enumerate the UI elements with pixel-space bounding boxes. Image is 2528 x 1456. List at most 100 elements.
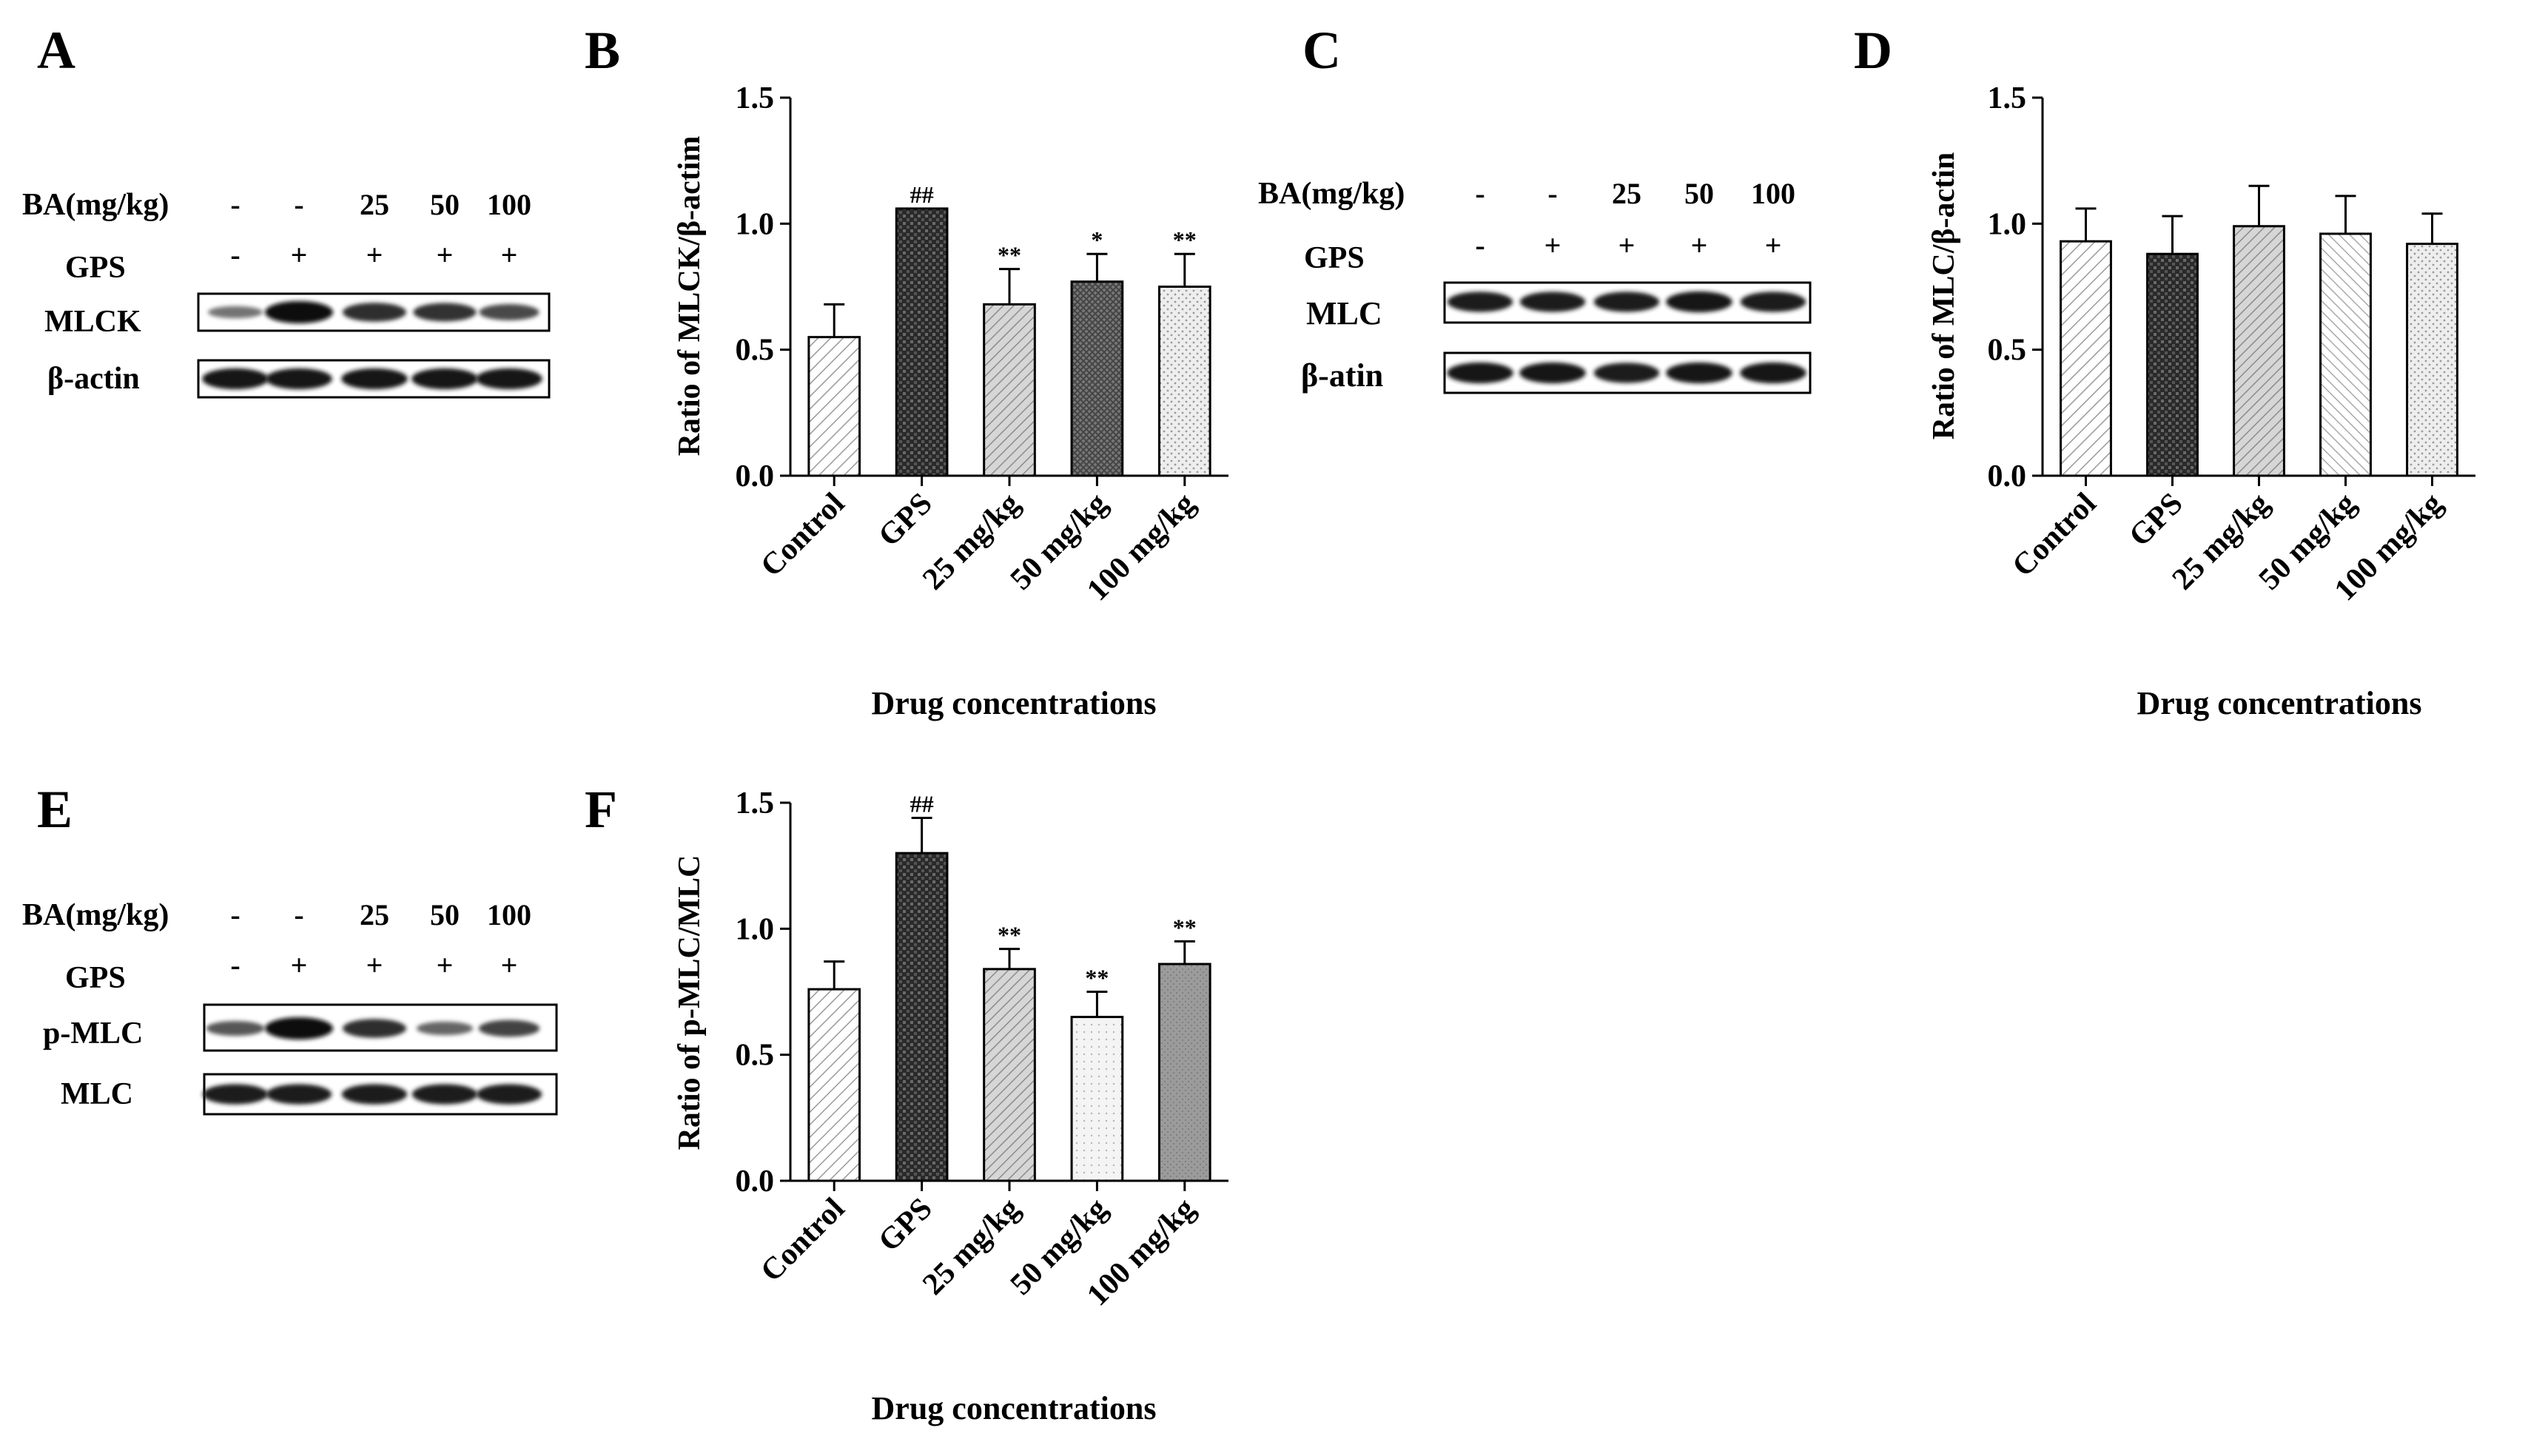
band-blot-c-bands-1-4 [1666,291,1732,313]
blot-a-bands-2 [202,368,542,390]
chart-f-annot-4: ** [1173,914,1197,940]
chart-d-yticks: 0.0 0.5 1.0 1.5 [1988,81,2027,493]
bar-gps [895,852,949,1182]
chart-f-annot-2: ** [998,922,1021,948]
band-blot-e-bands-1-4 [416,1021,474,1036]
chart-b-xticks: Control GPS 25 mg/kg 50 mg/kg 100 mg/kg [754,487,1202,608]
bar-50-mg-kg [2319,232,2372,477]
chart-f-xtick-1: GPS [872,1192,938,1258]
blot-c-ba-lane-3: 25 [1612,177,1641,210]
blot-e-ba-lane-4: 50 [430,898,460,931]
bar-25-mg-kg [2233,225,2285,477]
chart-d: D Ratio of MLC/β-actin Drug concentratio… [1854,21,2475,721]
band-blot-a-bands-1-2 [265,301,333,323]
blot-c-bands-2 [1447,362,1806,384]
band-blot-a-bands-1-4 [413,303,477,322]
chart-f-xlabel: Drug concentrations [872,1390,1157,1426]
blot-c-ba-lane-2: - [1547,177,1557,210]
chart-b-ytick-0: 0.0 [736,459,775,493]
chart-b-xtick-2: 25 mg/kg [916,487,1026,597]
band-blot-e-bands-2-4 [411,1084,478,1105]
chart-f-ytick-1: 0.5 [736,1039,775,1073]
blot-a-band-label-1: MLCK [44,305,141,339]
band-blot-e-bands-2-5 [476,1084,542,1105]
bar-gps [895,207,949,477]
chart-d-xlabel: Drug concentrations [2137,685,2422,721]
blot-a-row-label-ba: BA(mg/kg) [22,188,169,222]
blot-e-gps-lane-3: + [366,948,383,982]
blot-e-ba-lane-2: - [294,898,303,931]
chart-d-ytick-3: 1.5 [1988,81,2027,115]
blot-a-row-label-gps: GPS [65,251,126,285]
band-blot-e-bands-1-5 [478,1019,540,1037]
blot-c-row-label-ba: BA(mg/kg) [1258,177,1405,211]
blot-c-gps-lane-1: - [1475,229,1485,262]
bar-25-mg-kg [983,303,1036,477]
blot-e-band-label-1: p-MLC [43,1017,143,1051]
blot-a-gps-lane-4: + [437,238,454,272]
chart-d-plot [2032,96,2475,486]
chart-d-ylabel: Ratio of MLC/β-actin [1927,152,1961,439]
blot-e-lane-values: - - 25 50 100 - + + + + [230,898,531,982]
blot-e-ba-lane-5: 100 [487,898,531,931]
blot-e-bands-1 [206,1017,540,1039]
chart-f-ytick-0: 0.0 [736,1165,775,1199]
chart-f-xtick-2: 25 mg/kg [916,1192,1026,1302]
band-blot-a-bands-2-4 [411,368,478,390]
bar-100-mg-kg [1157,286,1211,477]
chart-f-annot-1: ## [910,790,934,817]
chart-d-xticks: Control GPS 25 mg/kg 50 mg/kg 100 mg/kg [2006,487,2450,608]
band-blot-a-bands-2-1 [202,368,269,390]
band-blot-c-bands-1-2 [1519,291,1586,312]
chart-d-xtick-0: Control [2006,487,2103,584]
chart-b-ytick-3: 1.5 [736,81,775,115]
blot-e-ba-lane-3: 25 [360,898,389,931]
band-blot-c-bands-2-2 [1519,362,1586,384]
band-blot-a-bands-1-3 [343,303,406,322]
blot-a-band-label-2: β-actin [47,362,140,396]
chart-b-ytick-1: 0.5 [736,334,775,368]
band-blot-e-bands-1-3 [343,1019,406,1038]
blot-e-gps-lane-1: - [230,948,240,982]
blot-e-gps-lane-4: + [437,948,454,982]
chart-f-ylabel: Ratio of p-MLC/MLC [673,855,707,1150]
chart-d-ytick-2: 1.0 [1988,207,2027,241]
chart-b-annot-2: ** [998,242,1021,269]
blot-c-band-label-2: β-atin [1301,357,1383,394]
band-blot-e-bands-1-2 [265,1017,333,1039]
chart-d-xtick-1: GPS [2122,487,2189,553]
chart-f-xticks: Control GPS 25 mg/kg 50 mg/kg 100 mg/kg [754,1192,1202,1313]
panel-label-f: F [585,780,617,839]
chart-f: F Ratio of p-MLC/MLC Drug concentrations… [585,780,1228,1426]
blot-e-gps-lane-5: + [501,948,518,982]
panel-label-d: D [1854,21,1892,80]
blot-a-ba-lane-5: 100 [487,188,531,221]
blot-c-gps-lane-2: + [1544,229,1561,262]
chart-b: B Ratio of MLCK/β-actim Drug concentrati… [585,21,1228,721]
bar-50-mg-kg [1070,1016,1124,1182]
chart-f-xtick-0: Control [754,1192,851,1289]
chart-b-annot-3: * [1091,226,1103,253]
band-blot-c-bands-1-5 [1740,291,1806,312]
chart-f-ytick-2: 1.0 [736,912,775,946]
blot-c-ba-lane-4: 50 [1684,177,1714,210]
chart-b-xlabel: Drug concentrations [872,685,1157,721]
blot-e-band-label-2: MLC [61,1077,133,1111]
chart-b-xtick-0: Control [754,487,851,584]
chart-b-plot [780,96,1228,486]
panel-label-a: A [37,21,75,80]
chart-b-ytick-2: 1.0 [736,207,775,241]
band-blot-e-bands-2-2 [266,1084,332,1105]
band-blot-a-bands-1-5 [479,304,539,320]
blot-panel-e: E BA(mg/kg) GPS - - 25 50 100 - + + + + … [22,780,558,1116]
band-blot-a-bands-2-2 [266,368,332,390]
chart-b-annotations: ## ** * ** [910,181,1197,269]
band-blot-e-bands-2-3 [341,1084,408,1105]
band-blot-a-bands-2-3 [341,368,408,390]
chart-b-ylabel: Ratio of MLCK/β-actim [673,136,707,456]
blot-e-row-label-gps: GPS [65,961,126,995]
blot-a-bands-1 [208,301,539,323]
band-blot-e-bands-2-1 [202,1084,269,1105]
blot-panel-a: A BA(mg/kg) GPS - - 25 50 100 - + + + + … [22,21,551,399]
bar-control [807,336,861,477]
